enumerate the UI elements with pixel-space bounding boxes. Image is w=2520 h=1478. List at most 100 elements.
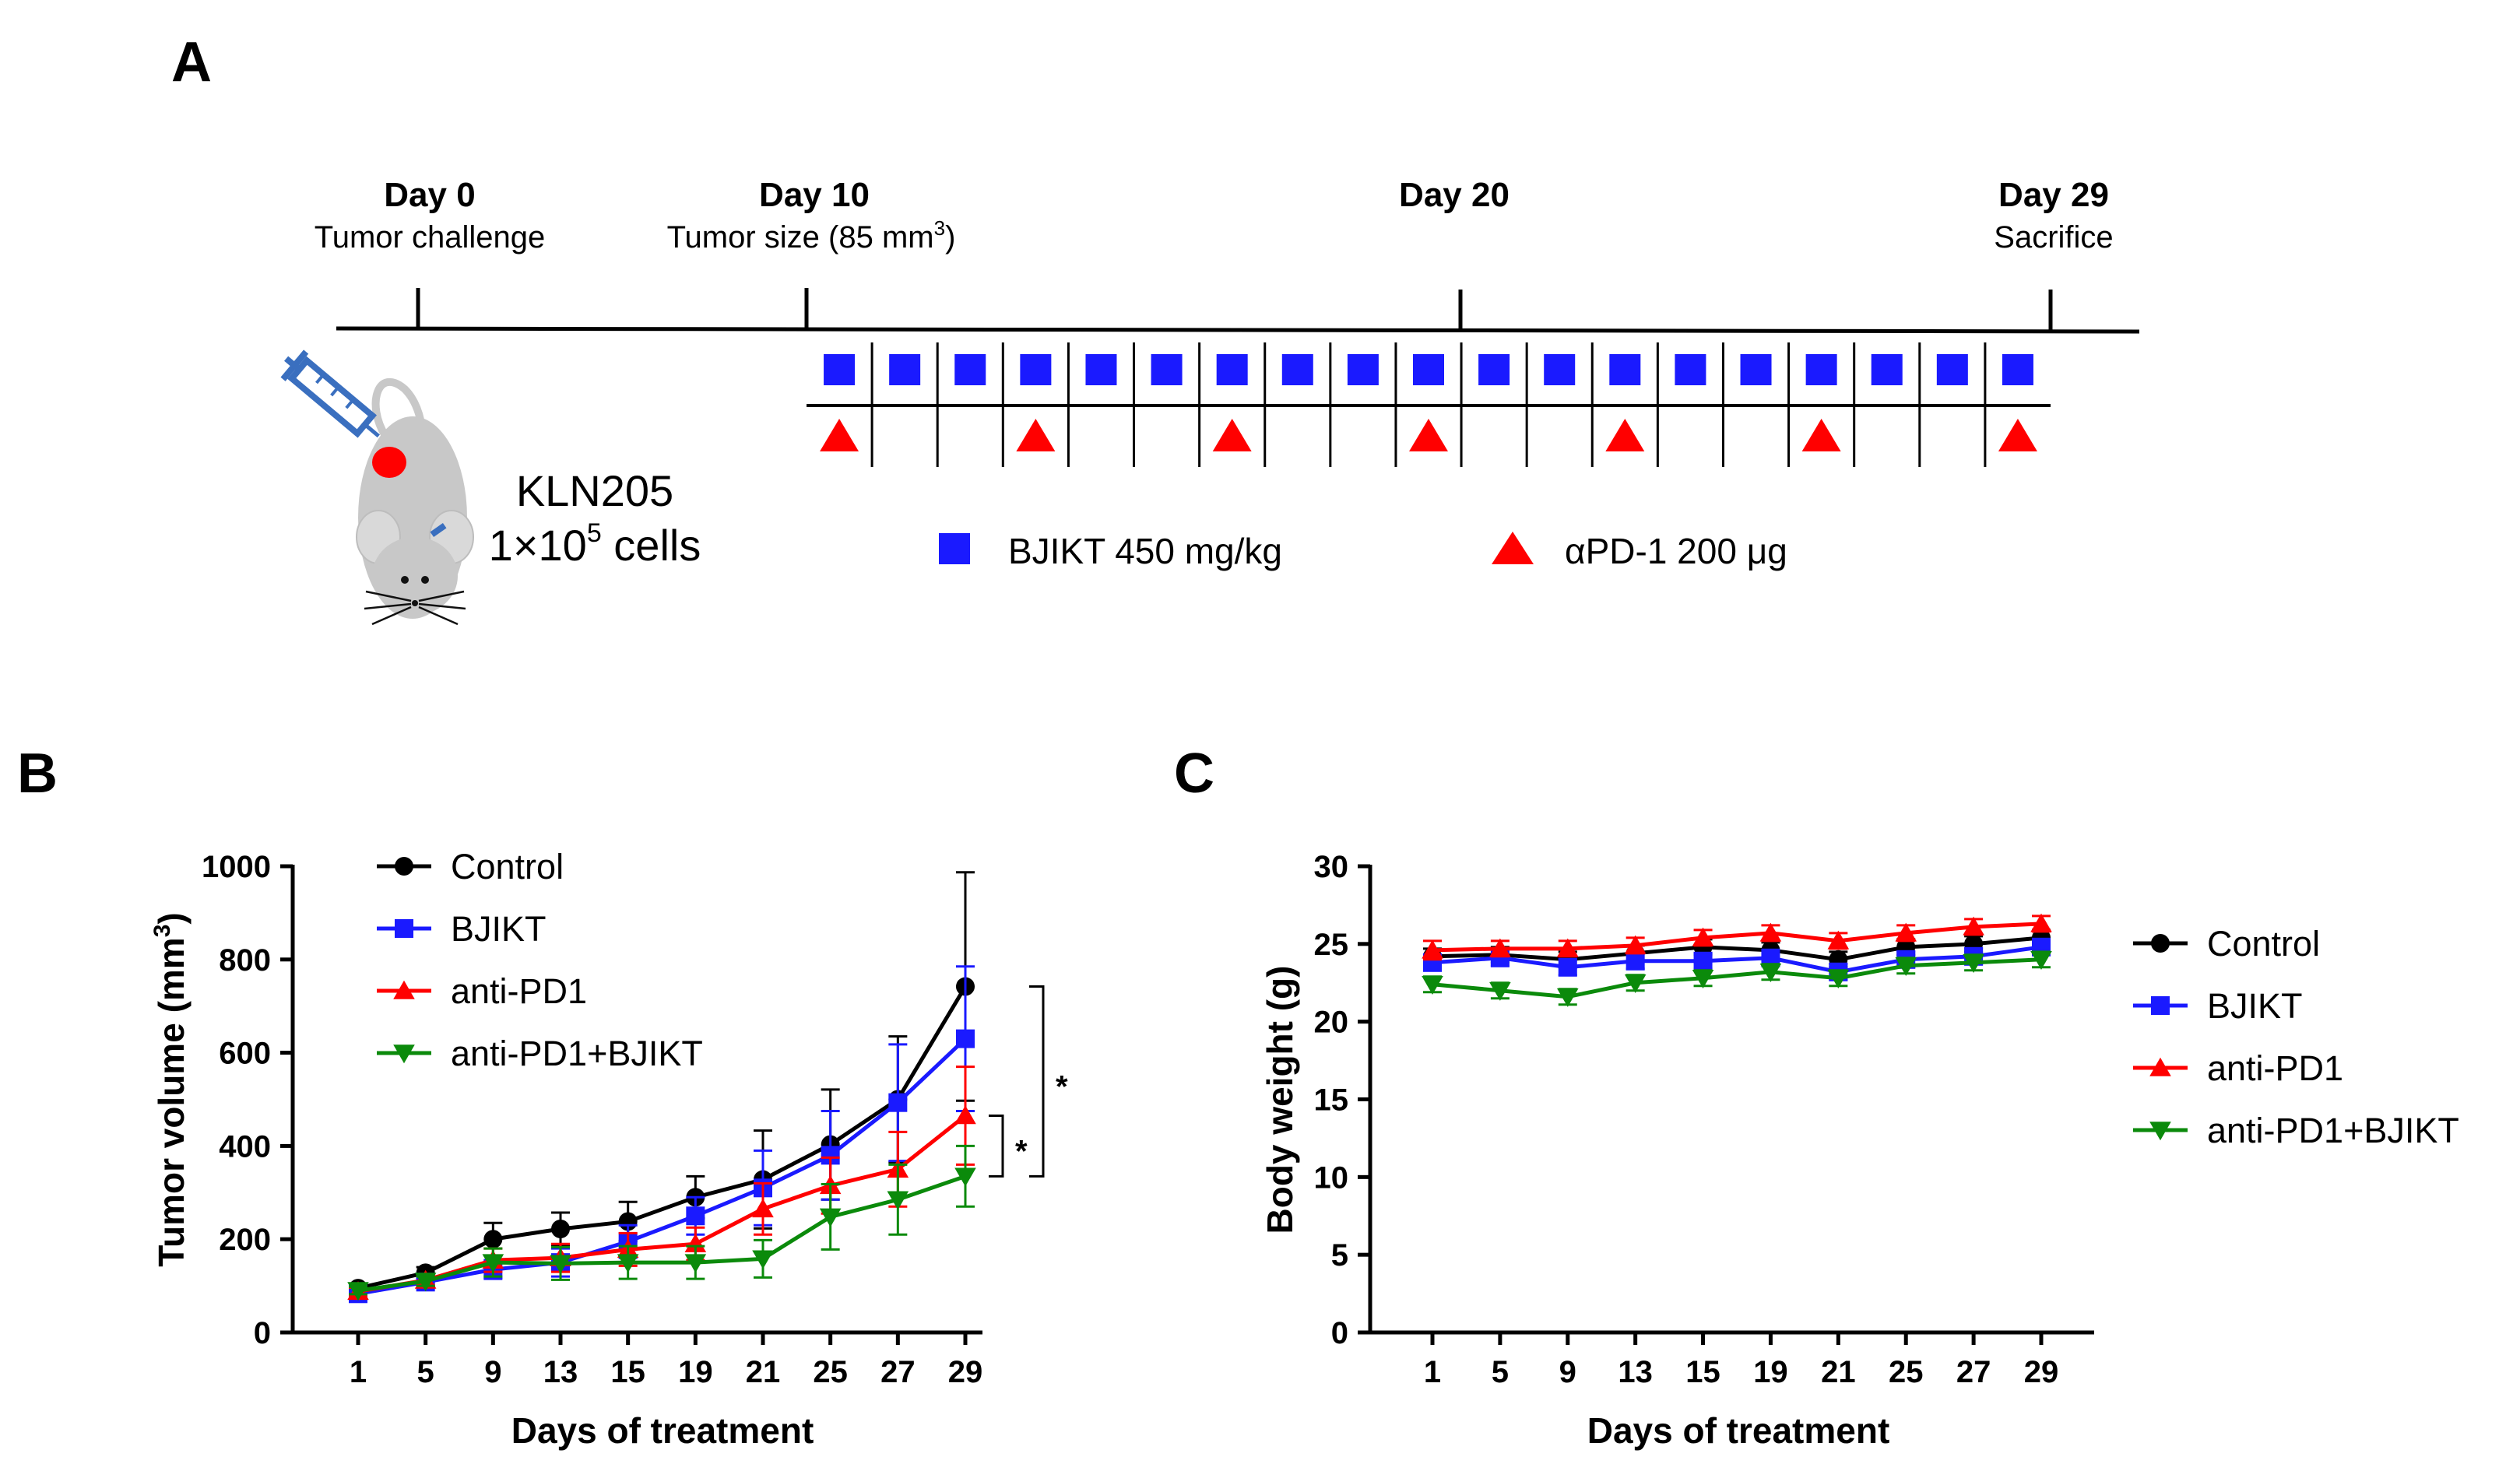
chart-c-x-axis-label: Days of treatment <box>1587 1410 1890 1451</box>
chart-b-sig-bracket-1 <box>989 1114 1004 1178</box>
chart-b-legend-marker-3 <box>393 980 415 999</box>
chart-b-point-2-5 <box>686 1206 705 1226</box>
bjikt-dose-marker-14 <box>1675 354 1706 385</box>
chart-c-point-4-7 <box>1895 957 1917 976</box>
bjikt-dose-marker-1 <box>824 354 856 385</box>
chart-b-point-3-6 <box>752 1199 774 1218</box>
chart-c-x-tick-label-0: 1 <box>1424 1355 1441 1389</box>
cell-dose-label: 1×105 cells <box>489 518 701 570</box>
syringe-icon <box>280 349 380 438</box>
chart-c-series-3 <box>1422 913 2052 961</box>
chart-b-y-tick-label-0: 0 <box>254 1316 271 1350</box>
chart-c-legend-label-3: anti-PD1 <box>2207 1048 2343 1088</box>
chart-c-point-4-9 <box>2030 951 2052 970</box>
chart-b-legend-marker-1 <box>395 857 413 876</box>
chart-c-x-tick-label-6: 21 <box>1821 1355 1856 1389</box>
milestone-day-0: Day 0 <box>384 176 475 214</box>
chart-c-point-3-6 <box>1827 930 1850 950</box>
chart-b-y-tick-label-4: 800 <box>219 943 271 978</box>
milestone-desc-29: Sacrifice <box>1994 220 2113 255</box>
chart-b-point-4-2 <box>482 1254 504 1273</box>
chart-b-legend-label-4: anti-PD1+BJIKT <box>451 1034 703 1073</box>
bjikt-dose-marker-15 <box>1740 354 1772 385</box>
chart-b-sig-label-2: * <box>1056 1069 1068 1104</box>
chart-b-y-tick-label-3: 600 <box>219 1037 271 1071</box>
apd1-dose-marker-7 <box>1998 419 2037 451</box>
chart-b-point-1-2 <box>483 1230 503 1249</box>
bjikt-dose-marker-5 <box>1085 354 1117 385</box>
chart-b-legend-label-3: anti-PD1 <box>451 971 587 1011</box>
chart-c-point-4-8 <box>1963 953 1984 973</box>
chart-b-point-2-8 <box>888 1093 908 1112</box>
chart-c-y-tick-label-4: 20 <box>1314 1006 1349 1040</box>
chart-c-y-tick-label-3: 15 <box>1314 1083 1349 1118</box>
cell-line-label: KLN205 <box>516 466 673 515</box>
chart-b-y-tick-label-1: 200 <box>219 1223 271 1257</box>
chart-c-point-3-3 <box>1624 935 1647 954</box>
chart-c-legend-marker-3 <box>2149 1057 2171 1076</box>
panel-label-c: C <box>1174 743 1214 805</box>
ear-tag <box>430 522 447 538</box>
chart-c-point-2-3 <box>1626 951 1645 971</box>
mouse-eye-right <box>421 576 429 584</box>
chart-b-point-4-6 <box>752 1250 774 1269</box>
chart-c-x-tick-label-3: 13 <box>1618 1355 1653 1389</box>
chart-b-point-3-9 <box>954 1105 976 1125</box>
chart-c-legend-marker-1 <box>2151 934 2170 953</box>
chart-c-point-4-6 <box>1827 969 1850 988</box>
milestone-day-20: Day 20 <box>1399 176 1510 214</box>
panel-a: A Day 0 Tumor challenge Day 10 Tumor siz… <box>171 31 2140 626</box>
legend-bjikt-label: BJIKT 450 mg/kg <box>1008 531 1282 571</box>
chart-c-series-line-2 <box>1432 945 2042 974</box>
chart-c-y-tick-label-5: 25 <box>1314 928 1349 962</box>
chart-b-y-tick-label-2: 400 <box>219 1129 271 1164</box>
chart-c-x-tick-label-1: 5 <box>1492 1355 1509 1389</box>
bjikt-dose-marker-17 <box>1871 354 1903 385</box>
chart-b-x-tick-label-8: 27 <box>880 1355 916 1389</box>
bjikt-dose-marker-12 <box>1544 354 1576 385</box>
chart-c-point-2-2 <box>1558 957 1577 977</box>
chart-c-point-3-8 <box>1963 916 1984 936</box>
bjikt-dose-marker-10 <box>1413 354 1444 385</box>
milestone-desc-0: Tumor challenge <box>315 220 545 255</box>
chart-b-x-tick-label-6: 21 <box>746 1355 781 1389</box>
milestone-desc-10: Tumor size (85 mm3) <box>667 216 956 255</box>
chart-b-y-tick-label-5: 1000 <box>202 850 271 884</box>
chart-c-point-3-1 <box>1489 938 1511 957</box>
chart-b-point-1-3 <box>551 1220 570 1239</box>
chart-b-point-4-5 <box>684 1254 707 1273</box>
bjikt-dose-marker-11 <box>1478 354 1510 385</box>
bjikt-dose-marker-18 <box>1936 354 1968 385</box>
bjikt-dose-marker-4 <box>1020 354 1052 385</box>
chart-b-series-4 <box>347 1144 976 1301</box>
chart-b-point-2-9 <box>956 1029 975 1048</box>
chart-c-x-tick-label-4: 15 <box>1685 1355 1720 1389</box>
chart-b-legend-label-2: BJIKT <box>451 909 547 949</box>
chart-c-point-4-1 <box>1489 981 1511 1001</box>
chart-c-legend-label-1: Control <box>2207 924 2320 964</box>
chart-b-x-tick-label-0: 1 <box>350 1355 367 1389</box>
chart-b-legend-marker-4 <box>393 1044 415 1064</box>
chart-c-point-4-3 <box>1624 974 1647 993</box>
chart-c-x-tick-label-9: 29 <box>2024 1355 2059 1389</box>
apd1-dose-marker-2 <box>1016 419 1056 451</box>
chart-c-x-tick-label-8: 27 <box>1956 1355 1991 1389</box>
chart-b-x-tick-label-5: 19 <box>678 1355 713 1389</box>
chart-c-point-3-0 <box>1422 939 1443 959</box>
cell-dose-prefix: 1×10 <box>489 521 587 570</box>
apd1-dose-marker-3 <box>1212 419 1252 451</box>
chart-c-point-3-9 <box>2030 913 2052 932</box>
chart-b-x-axis-label: Days of treatment <box>511 1410 814 1451</box>
bjikt-dose-marker-8 <box>1281 354 1313 385</box>
mouse-illustration <box>280 349 474 626</box>
chart-c-series-line-4 <box>1432 957 2042 999</box>
mouse-head <box>372 537 458 615</box>
chart-b-x-tick-label-4: 15 <box>610 1355 645 1389</box>
bjikt-dose-marker-19 <box>2002 354 2033 385</box>
bjikt-dose-marker-3 <box>954 354 986 385</box>
chart-c-legend-label-2: BJIKT <box>2207 986 2303 1026</box>
chart-c-y-tick-label-1: 5 <box>1331 1238 1348 1273</box>
chart-c-series-line-1 <box>1432 936 2042 962</box>
chart-b-point-4-0 <box>347 1282 369 1301</box>
treatment-schedule <box>807 342 2051 467</box>
